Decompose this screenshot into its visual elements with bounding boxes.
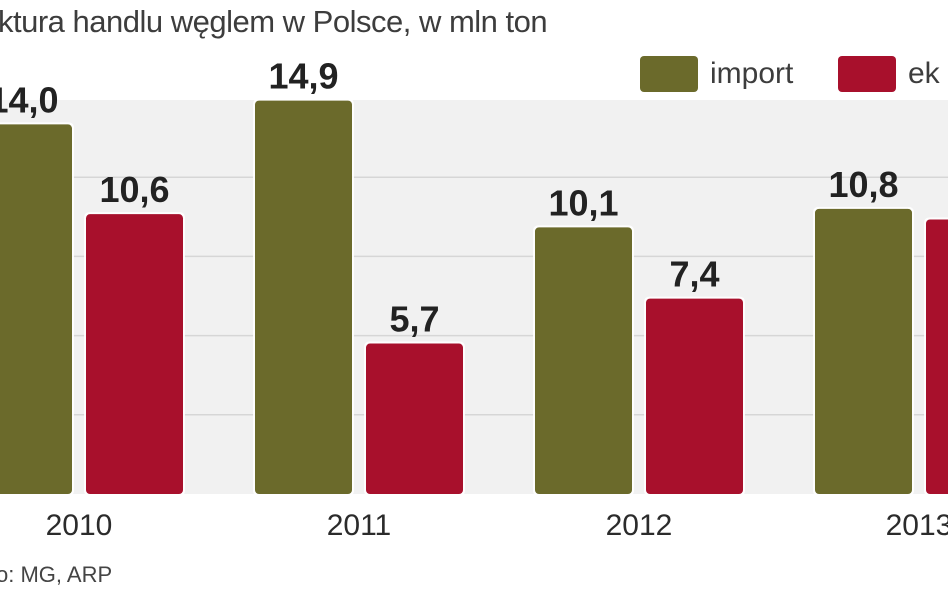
x-tick-label: 2011 <box>327 509 392 542</box>
x-tick-label: 2012 <box>606 509 673 542</box>
x-tick-label: 2013 <box>886 509 948 542</box>
chart-title: ktura handlu węglem w Polsce, w mln ton <box>0 4 548 39</box>
legend-swatch-export <box>838 56 896 92</box>
bar-export-2013 <box>926 219 948 494</box>
data-label-import-2011: 14,9 <box>268 56 338 97</box>
data-label-export-2011: 5,7 <box>389 299 439 340</box>
bar-export-2011 <box>366 343 463 494</box>
data-label-import-2010: 14,0 <box>0 79 59 120</box>
bar-import-2011 <box>255 100 352 494</box>
bar-import-2013 <box>815 208 912 494</box>
legend-item-import: import <box>640 54 793 94</box>
bar-import-2012 <box>535 227 632 495</box>
data-label-export-2012: 7,4 <box>669 254 719 295</box>
x-tick-label: 2010 <box>46 509 113 542</box>
legend-label-export: ek <box>908 57 940 90</box>
legend-label-import: import <box>710 57 794 90</box>
chart-source: o: MG, ARP <box>0 562 113 587</box>
data-label-import-2013: 10,8 <box>828 164 898 205</box>
bar-import-2010 <box>0 124 72 494</box>
data-label-export-2010: 10,6 <box>99 169 169 210</box>
legend-item-export: ek <box>838 54 940 94</box>
bar-export-2012 <box>646 298 743 494</box>
data-label-import-2012: 10,1 <box>548 182 618 223</box>
legend-swatch-import <box>640 56 698 92</box>
bar-export-2010 <box>86 214 183 494</box>
